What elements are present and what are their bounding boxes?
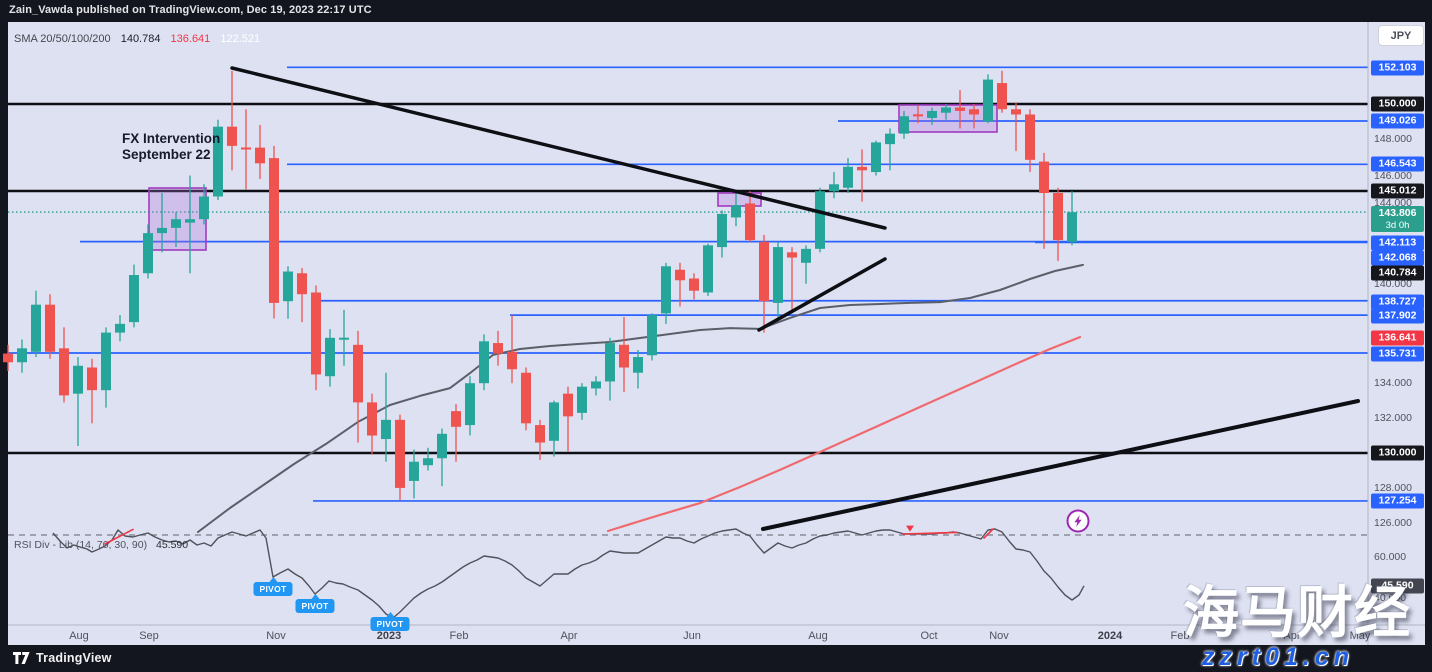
symbol-currency-label: JPY [1390, 29, 1412, 42]
sma50-value: 136.641 [170, 33, 211, 45]
fx-intervention-annotation[interactable]: FX Intervention September 22 [122, 131, 220, 163]
sma100-value: 122.521 [220, 33, 261, 45]
watermark-url-text: zzrt01.cn [1202, 643, 1354, 671]
fx-intervention-line2: September 22 [122, 146, 211, 162]
sma20-value: 140.784 [120, 33, 161, 45]
fx-intervention-line1: FX Intervention [122, 131, 221, 146]
watermark-cjk-text: 海马财经 [1183, 581, 1411, 644]
rsi-indicator-name: RSI Div - Lib (14, 70, 30, 90) [14, 539, 148, 551]
footer-bar [0, 645, 1432, 672]
symbol-currency-button[interactable]: JPY [1378, 25, 1424, 46]
rsi-indicator-legend[interactable]: RSI Div - Lib (14, 70, 30, 90) 45.590 [14, 539, 188, 551]
tradingview-logo-icon [13, 651, 30, 664]
tradingview-footer-link[interactable]: TradingView [13, 651, 112, 665]
chart-plot-area[interactable] [8, 22, 1425, 645]
publish-header-bar: Zain_Vawda published on TradingView.com,… [0, 0, 1432, 22]
tradingview-footer-label: TradingView [36, 651, 112, 665]
rsi-indicator-value: 45.590 [155, 539, 189, 551]
published-by-line: Zain_Vawda published on TradingView.com,… [9, 4, 372, 16]
sma-legend-label: SMA 20/50/100/200 [14, 33, 111, 45]
sma-legend[interactable]: SMA 20/50/100/200 140.784 136.641 122.52… [14, 33, 260, 45]
